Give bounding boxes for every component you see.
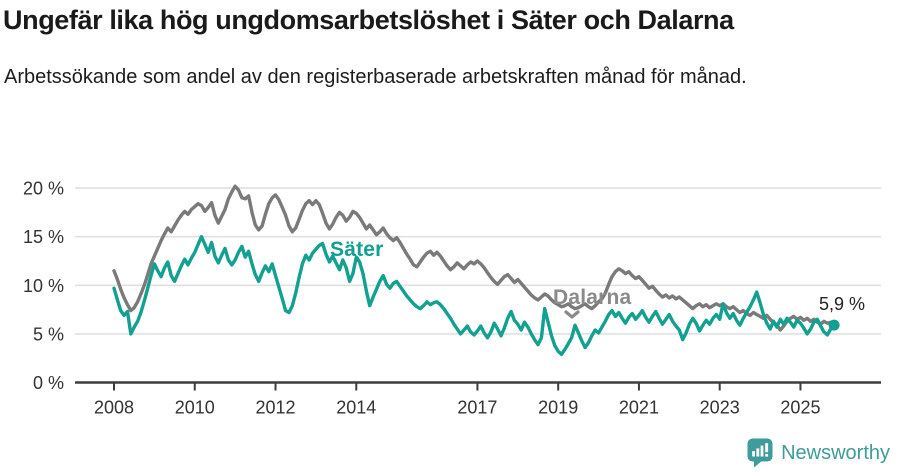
x-tick-label: 2019 bbox=[538, 398, 578, 418]
y-tick-label: 20 % bbox=[23, 179, 64, 199]
x-tick-label: 2008 bbox=[94, 398, 134, 418]
page-title: Ungefär lika hög ungdomsarbetslöshet i S… bbox=[3, 5, 734, 35]
x-tick-label: 2017 bbox=[457, 398, 497, 418]
y-tick-label: 10 % bbox=[23, 276, 64, 296]
x-tick-label: 2012 bbox=[255, 398, 295, 418]
last-value-label: 5,9 % bbox=[819, 294, 866, 314]
y-tick-label: 0 % bbox=[33, 373, 64, 393]
y-tick-label: 15 % bbox=[23, 227, 64, 247]
x-tick-label: 2014 bbox=[336, 398, 376, 418]
x-tick-label: 2010 bbox=[175, 398, 215, 418]
x-tick-label: 2025 bbox=[780, 398, 820, 418]
chevron-down-icon bbox=[564, 310, 580, 319]
series-line-dalarna bbox=[112, 184, 836, 332]
label-dalarna: Dalarna bbox=[553, 286, 632, 309]
series-line-säter bbox=[112, 234, 836, 356]
newsworthy-logo-icon bbox=[747, 438, 773, 468]
x-tick-label: 2021 bbox=[619, 398, 659, 418]
y-tick-label: 5 % bbox=[33, 324, 64, 344]
series-end-dot bbox=[828, 319, 840, 331]
newsworthy-brand-text: Newsworthy bbox=[781, 441, 890, 464]
label-sater: Säter bbox=[330, 238, 384, 261]
page-subtitle: Arbetssökande som andel av den registerb… bbox=[4, 66, 747, 88]
x-tick-label: 2023 bbox=[700, 398, 740, 418]
newsworthy-logo: Newsworthy bbox=[747, 438, 890, 468]
